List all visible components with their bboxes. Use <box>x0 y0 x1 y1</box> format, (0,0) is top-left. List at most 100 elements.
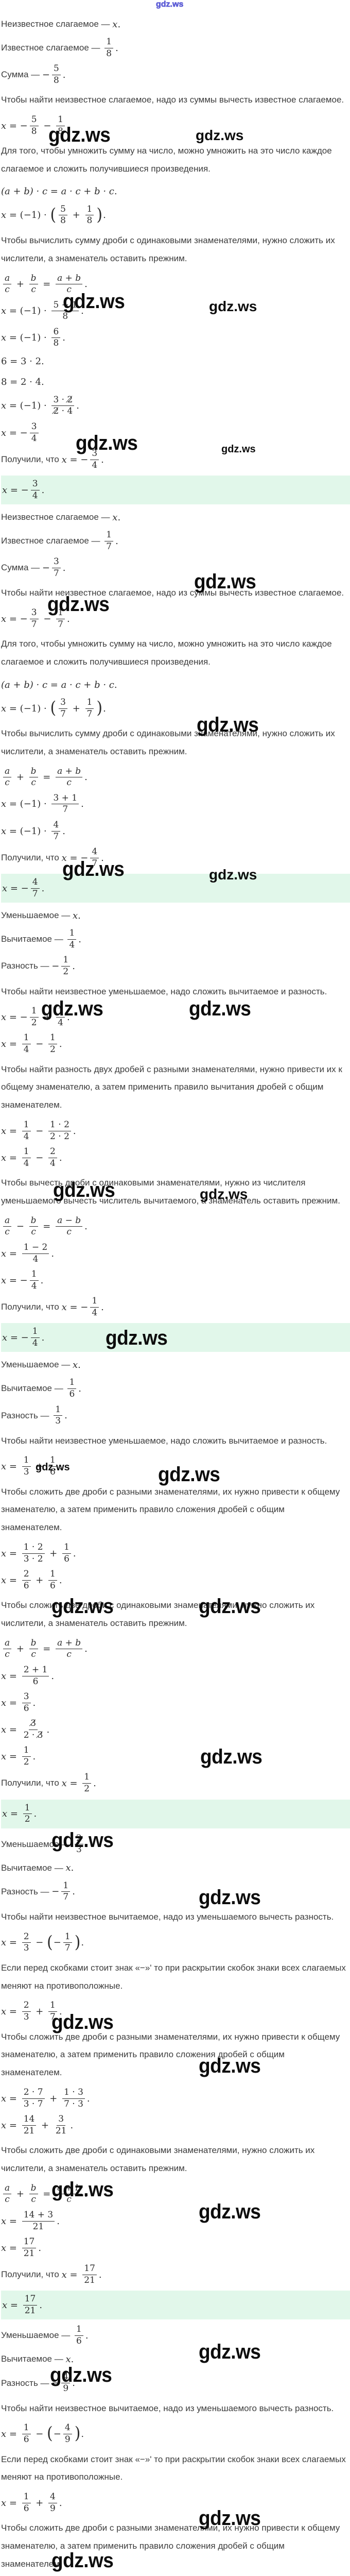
label-text: Уменьшаемое — <box>1 1360 73 1370</box>
math-text: = <box>6 1548 20 1559</box>
math-text: . <box>72 1886 75 1897</box>
math-text: . <box>59 1152 62 1163</box>
math-line: Вычитаемое — x. <box>1 2350 348 2368</box>
math-variable: x <box>1 2428 7 2439</box>
math-text: . <box>32 1697 36 1708</box>
math-text: + <box>13 2189 27 2200</box>
label-text: Получили, что <box>1 454 62 465</box>
label-text: Вычитаемое — <box>1 1383 66 1394</box>
math-line: x = −3 4 <box>1 421 348 445</box>
math-text: 8 = 2 · 4. <box>1 377 44 388</box>
paragraph: Чтобы вычислить сумму дроби с одинаковым… <box>1 235 335 263</box>
math-variable: x <box>1 799 7 810</box>
math-line: Вычитаемое — x. <box>1 1859 348 1877</box>
fraction: 17 21 <box>23 2294 38 2316</box>
math-text: + <box>69 210 83 221</box>
math-text: − <box>40 120 55 131</box>
big-paren: ( <box>50 205 57 225</box>
math-text: . <box>115 42 118 54</box>
math-text: = <box>6 2497 20 2509</box>
math-variable: (a + b) · c = a · c + b · c <box>1 679 114 690</box>
math-line: Получили, что x = 17 21. <box>1 2263 348 2286</box>
math-text: = <box>6 1697 20 1708</box>
math-text: − <box>51 2378 60 2389</box>
math-text: = − <box>6 1275 28 1286</box>
math-text: = <box>6 2215 20 2227</box>
math-text: + <box>69 703 83 714</box>
math-text: = <box>6 2428 20 2439</box>
math-line: x = (−1) · 3 · 2̸ 2̸ · 4. <box>1 394 348 418</box>
paragraph: Чтобы вычесть дроби с одинаковыми знамен… <box>1 1178 340 1206</box>
math-text: . <box>62 332 65 344</box>
math-line: Получили, что x = −1 4. <box>1 1295 348 1319</box>
math-text: = − <box>66 454 89 465</box>
math-text: = <box>6 1461 20 1472</box>
math-line: (a + b) · c = a · c + b · c. <box>1 183 348 200</box>
math-variable: x <box>2 1332 8 1343</box>
math-text: = − <box>7 1332 29 1343</box>
math-text: . <box>39 2299 43 2311</box>
math-text: . <box>40 1275 44 1286</box>
answer-line: x = −1 4. <box>1 1323 350 1352</box>
math-line: Уменьшаемое — x. <box>1 907 348 924</box>
math-text: − <box>53 2428 61 2439</box>
math-text: = <box>6 1125 20 1137</box>
math-text: = − <box>6 427 28 438</box>
math-text: . <box>73 1125 76 1137</box>
label-text: Уменьшаемое — <box>1 2330 73 2341</box>
math-variable: x <box>61 454 67 465</box>
math-text: . <box>73 1548 76 1559</box>
math-text: = <box>7 1808 21 1820</box>
math-variable: x <box>1 825 7 837</box>
math-variable: x <box>1 1152 7 1163</box>
math-text: = <box>6 1038 20 1049</box>
math-text: = (−1) · <box>6 799 50 810</box>
math-text: = (−1) · <box>6 210 50 221</box>
math-text: = <box>6 2242 20 2253</box>
fraction: 17 21 <box>22 2237 37 2259</box>
math-variable: x <box>1 1751 7 1762</box>
math-text: = <box>66 2269 81 2280</box>
math-line: Неизвестное слагаемое — x. <box>1 509 348 526</box>
math-text: . <box>101 454 104 465</box>
math-text: = <box>40 772 54 783</box>
math-line: Разность — −4 9. <box>1 2371 348 2395</box>
math-text: − <box>51 960 60 972</box>
math-variable: x <box>1 1670 7 1682</box>
math-text: . <box>59 1038 62 1049</box>
math-text: + <box>13 1643 27 1655</box>
math-text: = <box>6 1751 20 1762</box>
